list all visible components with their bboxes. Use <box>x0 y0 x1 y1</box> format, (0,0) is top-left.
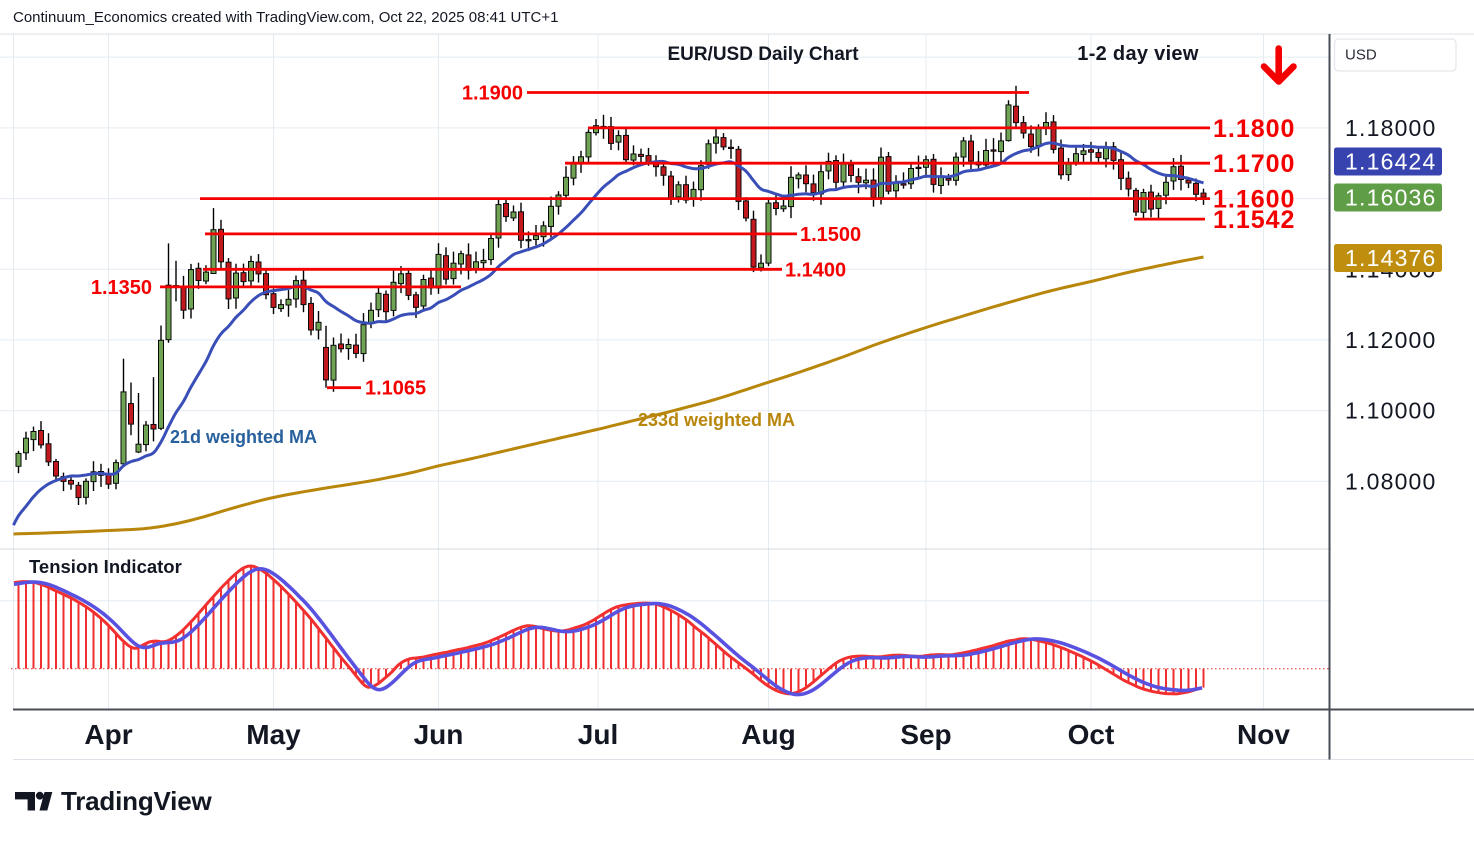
svg-text:EUR/USD Daily Chart: EUR/USD Daily Chart <box>667 44 859 65</box>
svg-text:1.16424: 1.16424 <box>1345 149 1437 175</box>
svg-text:Jun: Jun <box>414 719 464 750</box>
svg-text:21d weighted MA: 21d weighted MA <box>170 427 317 447</box>
svg-text:233d weighted MA: 233d weighted MA <box>638 410 795 430</box>
svg-text:Apr: Apr <box>84 719 132 750</box>
svg-text:1.1400: 1.1400 <box>785 259 846 281</box>
svg-text:Sep: Sep <box>900 719 951 750</box>
svg-text:1.16036: 1.16036 <box>1345 185 1437 211</box>
svg-text:TradingView: TradingView <box>61 786 212 816</box>
svg-text:1.1350: 1.1350 <box>91 277 152 299</box>
svg-text:Oct: Oct <box>1068 719 1115 750</box>
svg-text:1.18000: 1.18000 <box>1345 115 1437 141</box>
svg-text:1.1700: 1.1700 <box>1213 150 1295 178</box>
svg-text:1.1542: 1.1542 <box>1213 206 1295 234</box>
svg-text:Continuum_Economics created wi: Continuum_Economics created with Trading… <box>13 9 558 26</box>
svg-text:1.1500: 1.1500 <box>800 224 861 246</box>
svg-text:1.1800: 1.1800 <box>1213 115 1295 143</box>
svg-text:1.08000: 1.08000 <box>1345 468 1437 494</box>
svg-text:1.1600: 1.1600 <box>1213 186 1295 214</box>
svg-text:1.10000: 1.10000 <box>1345 398 1437 424</box>
svg-text:Tension Indicator: Tension Indicator <box>29 556 182 577</box>
svg-text:1.1900: 1.1900 <box>462 83 523 105</box>
svg-text:1-2 day view: 1-2 day view <box>1077 43 1199 65</box>
svg-text:May: May <box>246 719 301 750</box>
svg-text:1.12000: 1.12000 <box>1345 327 1437 353</box>
svg-text:Aug: Aug <box>741 719 795 750</box>
svg-text:1.14376: 1.14376 <box>1345 245 1437 271</box>
svg-text:Nov: Nov <box>1237 719 1290 750</box>
svg-text:Jul: Jul <box>578 719 618 750</box>
svg-text:1.1065: 1.1065 <box>365 378 426 400</box>
svg-text:USD: USD <box>1345 47 1377 64</box>
